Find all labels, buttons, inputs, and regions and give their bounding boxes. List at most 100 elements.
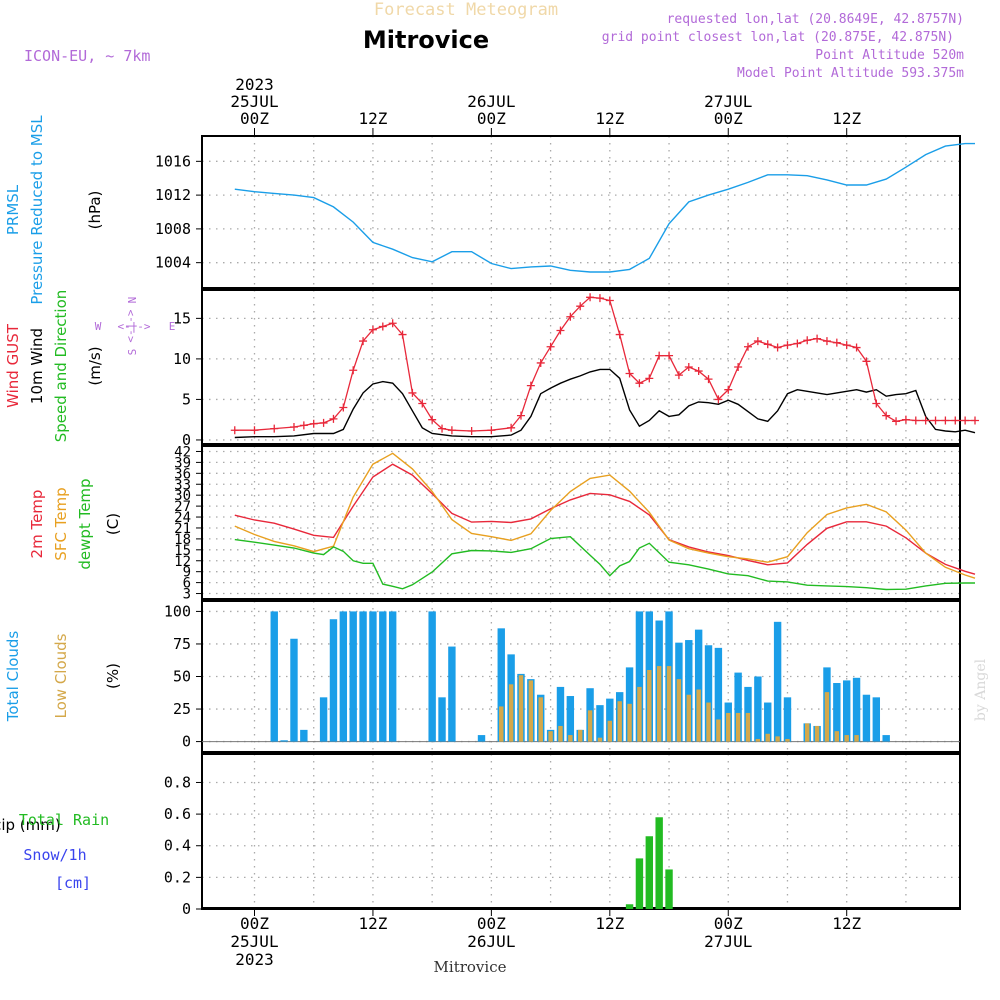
wind-gust-point: [931, 416, 940, 425]
cloud-total-bar: [388, 611, 397, 742]
wind-gust-point: [368, 325, 377, 334]
wind-gust-point: [447, 426, 456, 435]
wind-gust-point: [763, 340, 772, 349]
wind-gust-point: [349, 366, 358, 375]
wind-gust-point: [724, 385, 733, 394]
time-label: 25JUL: [230, 92, 278, 111]
wind-gust-point: [941, 416, 950, 425]
y-tick-label: 15: [174, 543, 191, 559]
wind-gust-point: [744, 342, 752, 351]
wind-gust-point: [645, 374, 654, 383]
wind-gust-point: [803, 336, 812, 345]
cloud-low-bar: [726, 712, 731, 742]
panel-label: PRMSL: [4, 184, 22, 235]
y-tick-label: 21: [174, 521, 191, 537]
wind-gust-point: [309, 419, 318, 428]
cloud-low-bar: [627, 703, 632, 742]
time-label: 2023: [235, 950, 274, 969]
precip-bar: [645, 836, 653, 909]
y-tick-label: 6: [183, 576, 191, 592]
cloud-low-bar: [508, 684, 514, 742]
y-tick-label: 0: [182, 900, 191, 918]
cloud-low-bar: [578, 729, 583, 742]
wind-gust-point: [694, 367, 703, 376]
cloud-total-bar: [369, 611, 377, 742]
y-tick-label: 36: [174, 466, 191, 482]
cloud-total-bar: [734, 672, 742, 742]
cloud-total-bar: [497, 628, 505, 742]
y-tick-label: 18: [174, 532, 191, 548]
cloud-total-bar: [704, 645, 713, 742]
y-tick-label: 39: [174, 455, 191, 471]
panel-label: (hPa): [86, 191, 104, 230]
y-tick-label: 42: [174, 444, 191, 460]
temp-line: [234, 463, 976, 575]
y-tick-label: 50: [173, 668, 191, 686]
panel-frame-pressure: [201, 135, 961, 289]
cloud-total-bar: [754, 676, 762, 742]
wind-gust-point: [299, 421, 308, 430]
wind-gust-point: [832, 338, 841, 347]
cloud-total-bar: [685, 640, 693, 742]
wind-gust-point: [516, 411, 525, 420]
panel-label: Total Clouds: [4, 631, 22, 723]
cloud-low-bar: [548, 731, 553, 742]
panel-label: 2m Temp: [28, 490, 46, 559]
cloud-total-bar: [773, 621, 782, 742]
cloud-low-bar: [587, 710, 593, 742]
compass-east: E: [169, 320, 176, 333]
wind-gust-point: [665, 351, 674, 360]
wind-gust-point: [546, 342, 555, 351]
wind-gust-point: [319, 418, 328, 427]
y-tick-label: 0.2: [164, 868, 191, 886]
wind-gust-point: [339, 403, 348, 412]
y-tick-label: 27: [174, 499, 191, 515]
pressure-line: [234, 142, 975, 273]
panel-label: 1hr Precip (mm): [0, 816, 61, 834]
wind-gust-point: [566, 312, 575, 321]
cloud-low-bar: [706, 702, 711, 742]
time-label: 27JUL: [704, 92, 752, 111]
cloud-total-bar: [329, 619, 338, 742]
precip-bar: [625, 904, 634, 909]
wind-gust-point: [487, 426, 496, 435]
wind-gust-point: [951, 416, 960, 425]
cloud-total-bar: [556, 686, 565, 742]
panel-frame-wind: [201, 289, 961, 445]
footer-location: Mitrovice: [434, 958, 507, 976]
wind-gust-point: [230, 426, 239, 435]
wind-gust-point: [684, 363, 693, 371]
wind-gust-point: [289, 422, 298, 431]
panel-titles: PRMSL Pressure Reduced to MSL (hPa) Wind GU…: [0, 115, 122, 892]
cloud-low-bar: [538, 697, 543, 742]
wind-gust-point: [615, 330, 624, 339]
panel-label: Pressure Reduced to MSL: [28, 115, 46, 305]
cloud-low-bar: [568, 735, 573, 742]
cloud-low-bar: [844, 735, 849, 742]
y-tick-label: 1012: [155, 186, 191, 204]
watermark: by Angel: [973, 658, 989, 721]
panel-frame-temp: [201, 445, 961, 600]
compass-sym-h: <-|->: [117, 320, 150, 333]
cloud-low-bar: [499, 706, 504, 742]
cloud-total-bar: [280, 740, 288, 742]
wind-gust-point: [359, 337, 368, 346]
wind-gust-point: [605, 296, 614, 305]
wind-gust-point: [595, 294, 604, 303]
wind-gust-point: [911, 416, 920, 425]
cloud-total-bar: [300, 729, 308, 742]
requested-coords: requested lon,lat (20.8649E, 42.8757N): [667, 12, 964, 27]
cloud-low-bar: [647, 669, 652, 742]
wind-gust-point: [635, 379, 644, 388]
wind-gust-point: [852, 343, 861, 352]
panel-label: Speed and Direction: [52, 290, 70, 443]
y-tick-label: 30: [174, 488, 191, 504]
panel-label: Low Clouds: [52, 633, 70, 718]
y-tick-label: 0: [182, 733, 191, 751]
y-tick-label: 3: [183, 587, 191, 603]
cloud-low-bar: [735, 712, 741, 742]
wind-gust-point: [428, 415, 437, 424]
y-tick-label: 1004: [155, 254, 191, 272]
wind-gust-point: [398, 330, 407, 339]
